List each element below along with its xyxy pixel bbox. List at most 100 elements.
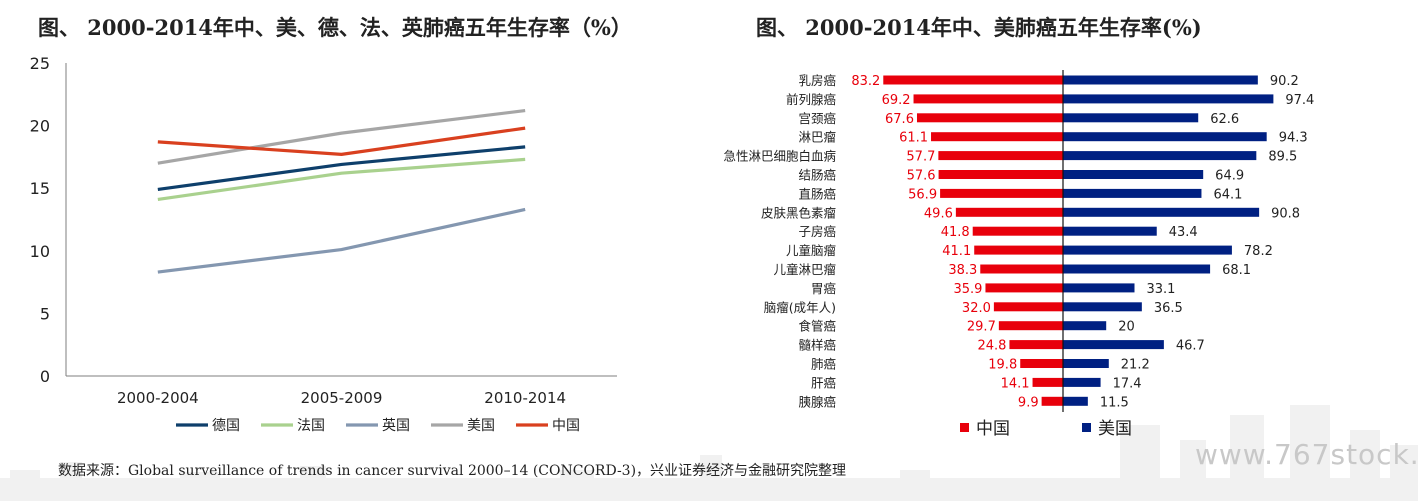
bar-usa xyxy=(1063,340,1164,350)
right-chart-title: 图、 2000-2014年中、美肺癌五年生存率(%) xyxy=(756,15,1202,40)
legend-label: 美国 xyxy=(1098,419,1132,439)
category-label: 肺癌 xyxy=(811,357,836,372)
data-label-usa: 21.2 xyxy=(1121,358,1150,373)
category-label: 直肠癌 xyxy=(798,186,836,201)
data-label-usa: 11.5 xyxy=(1100,395,1129,410)
category-label: 胰腺癌 xyxy=(798,394,836,409)
data-label-usa: 46.7 xyxy=(1176,339,1205,354)
category-label: 肝癌 xyxy=(811,375,836,390)
y-tick-label: 0 xyxy=(40,367,50,386)
category-label: 胃癌 xyxy=(811,281,836,296)
category-label: 乳房癌 xyxy=(798,73,836,88)
bar-china xyxy=(955,207,1063,217)
bar-china xyxy=(940,188,1063,198)
category-label: 儿童脑瘤 xyxy=(786,243,837,258)
data-label-china: 57.6 xyxy=(907,169,936,184)
category-label: 儿童淋巴瘤 xyxy=(773,262,836,277)
bar-china xyxy=(1041,396,1063,406)
category-label: 皮肤黑色素瘤 xyxy=(761,205,837,220)
bar-china xyxy=(972,226,1063,236)
series-line xyxy=(157,207,526,274)
data-label-china: 19.8 xyxy=(988,358,1017,373)
category-label: 子房癌 xyxy=(798,224,836,239)
bar-usa xyxy=(1063,226,1157,236)
bar-china xyxy=(974,245,1063,255)
bar-china xyxy=(883,75,1063,85)
data-label-china: 41.1 xyxy=(942,244,971,259)
data-label-china: 24.8 xyxy=(977,339,1006,354)
bar-usa xyxy=(1063,113,1199,123)
bar-usa xyxy=(1063,132,1267,142)
data-label-china: 35.9 xyxy=(954,282,983,297)
data-label-china: 29.7 xyxy=(967,320,996,335)
watermark: www.767stock.c xyxy=(1195,438,1418,471)
bar-china xyxy=(938,170,1063,179)
bar-china xyxy=(998,321,1063,331)
bar-china xyxy=(1020,359,1063,368)
bar-usa xyxy=(1063,170,1204,179)
left-chart-title: 图、 2000-2014年中、美、德、法、英肺癌五年生存率（%） xyxy=(38,15,632,40)
data-label-china: 38.3 xyxy=(948,263,977,278)
legend-label: 中国 xyxy=(552,418,580,434)
data-label-usa: 78.2 xyxy=(1244,244,1273,259)
bar-usa xyxy=(1063,151,1257,161)
y-tick-label: 5 xyxy=(40,304,50,323)
series-line xyxy=(157,108,526,165)
x-tick-label: 2010-2014 xyxy=(484,389,566,407)
data-label-china: 32.0 xyxy=(962,301,991,316)
data-label-china: 49.6 xyxy=(924,206,953,221)
source-note: 数据来源：Global surveillance of trends in ca… xyxy=(58,463,847,479)
data-label-usa: 94.3 xyxy=(1279,131,1308,146)
bar-usa xyxy=(1063,302,1142,312)
bar-china xyxy=(985,283,1063,293)
data-label-china: 69.2 xyxy=(882,93,911,108)
bar-china xyxy=(1009,340,1063,350)
bar-chart: 83.2 90.2 乳房癌 69.2 97.4 前列腺癌 67.6 62.6 宫颈癌 61.1 94… xyxy=(723,70,1314,439)
bar-usa xyxy=(1063,188,1202,198)
data-label-china: 61.1 xyxy=(899,131,928,146)
x-tick-label: 2005-2009 xyxy=(301,389,383,407)
legend-swatch xyxy=(960,423,969,432)
data-label-usa: 68.1 xyxy=(1222,263,1251,278)
y-tick-label: 15 xyxy=(30,179,50,198)
data-label-usa: 36.5 xyxy=(1154,301,1183,316)
bar-usa xyxy=(1063,396,1088,406)
y-tick-label: 25 xyxy=(30,54,50,73)
category-label: 前列腺癌 xyxy=(786,92,836,107)
bar-usa xyxy=(1063,321,1107,331)
series-line xyxy=(157,145,526,192)
legend-label: 英国 xyxy=(382,417,410,434)
category-label: 急性淋巴细胞白血病 xyxy=(723,149,836,164)
bar-china xyxy=(993,302,1063,312)
data-label-usa: 90.8 xyxy=(1271,206,1300,221)
y-tick-label: 20 xyxy=(30,117,50,136)
data-label-china: 67.6 xyxy=(885,112,914,127)
bar-china xyxy=(913,94,1063,104)
data-label-usa: 62.6 xyxy=(1210,112,1239,127)
category-label: 食管癌 xyxy=(798,319,836,334)
category-label: 宫颈癌 xyxy=(798,111,836,126)
bar-usa xyxy=(1063,245,1232,255)
data-label-usa: 90.2 xyxy=(1270,74,1299,89)
data-label-usa: 33.1 xyxy=(1146,282,1175,297)
line-chart: 0 5 10 15 20 25 2000-2004 2005-2009 2010-2014 德国 法… xyxy=(30,54,617,434)
data-label-usa: 97.4 xyxy=(1285,93,1314,108)
bar-china xyxy=(980,264,1063,274)
data-label-china: 41.8 xyxy=(941,225,970,240)
bar-china xyxy=(1032,377,1063,387)
bar-usa xyxy=(1063,359,1109,368)
bar-china xyxy=(931,132,1063,142)
data-label-china: 83.2 xyxy=(851,74,880,89)
bar-usa xyxy=(1063,75,1258,85)
series-line xyxy=(157,157,526,202)
legend-label: 德国 xyxy=(212,418,240,434)
bar-usa xyxy=(1063,377,1101,387)
category-label: 脑瘤(成年人) xyxy=(764,300,836,315)
bar-usa xyxy=(1063,207,1260,217)
bar-usa xyxy=(1063,283,1135,293)
legend-label: 美国 xyxy=(467,418,495,434)
data-label-usa: 64.1 xyxy=(1213,187,1242,202)
category-label: 淋巴瘤 xyxy=(798,130,836,145)
y-tick-label: 10 xyxy=(30,242,50,261)
bar-china xyxy=(938,151,1063,161)
